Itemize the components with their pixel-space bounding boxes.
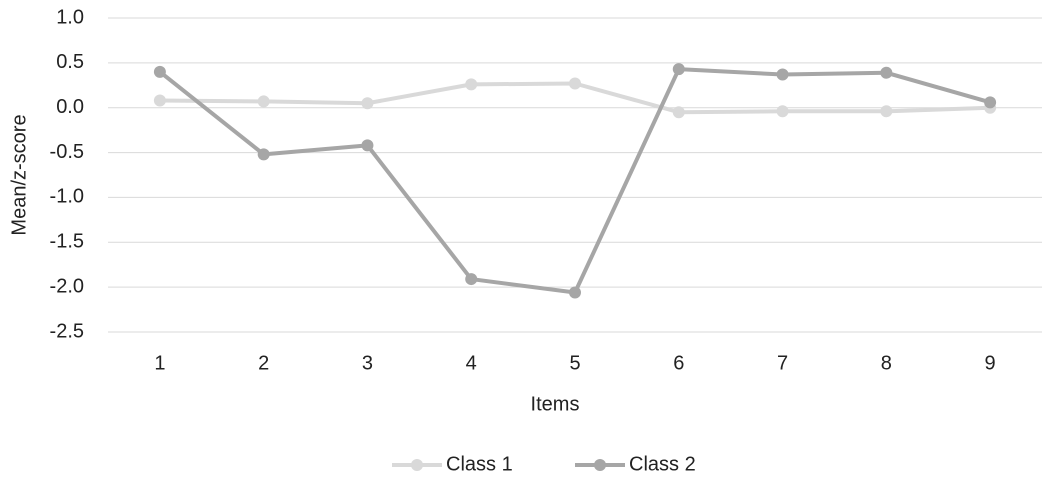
x-axis-title: Items (531, 393, 580, 415)
point (672, 106, 685, 119)
y-tick-label: 1.0 (56, 6, 84, 28)
legend-label: Class 1 (446, 453, 513, 475)
legend-label: Class 2 (629, 453, 696, 475)
y-tick-label: 0.5 (56, 51, 84, 73)
point (569, 77, 581, 90)
point (361, 139, 374, 152)
point (465, 78, 478, 91)
point (257, 148, 270, 161)
y-tick-label: -1.5 (50, 231, 84, 253)
x-tick-label: 6 (673, 352, 684, 374)
legend-marker (594, 459, 606, 471)
legend-marker (411, 459, 423, 471)
y-tick-label: -1.0 (50, 186, 84, 208)
x-tick-label: 2 (258, 352, 269, 374)
x-tick-label: 4 (466, 352, 477, 374)
x-tick-label: 3 (362, 352, 373, 374)
point (776, 68, 789, 81)
x-tick-label: 1 (154, 352, 165, 374)
point (569, 286, 581, 299)
point (880, 105, 893, 118)
x-tick-label: 7 (777, 352, 788, 374)
point (984, 96, 997, 109)
point (153, 94, 166, 107)
y-tick-label: -2.0 (50, 275, 84, 297)
y-axis-title: Mean/z-score (8, 114, 30, 235)
x-tick-label: 9 (985, 352, 996, 374)
point (153, 65, 166, 78)
point (361, 97, 374, 110)
x-tick-label: 8 (881, 352, 892, 374)
point (672, 63, 685, 76)
point (257, 95, 270, 108)
y-tick-label: 0.0 (56, 96, 84, 118)
point (776, 105, 789, 118)
point (465, 273, 478, 286)
x-tick-label: 5 (569, 352, 580, 374)
point (880, 66, 893, 79)
y-tick-label: -0.5 (50, 141, 84, 163)
y-tick-label: -2.5 (50, 320, 84, 342)
